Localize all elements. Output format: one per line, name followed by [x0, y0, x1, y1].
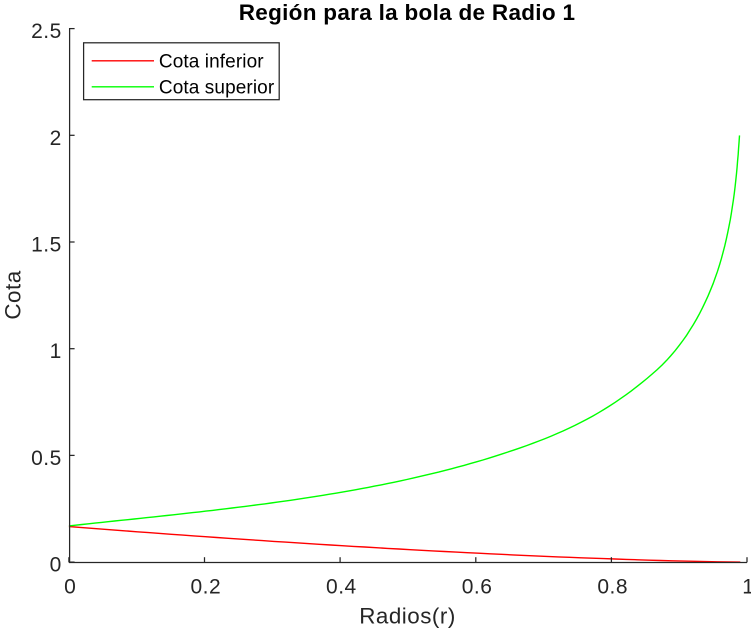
svg-text:Radios(r): Radios(r) [359, 604, 456, 629]
svg-text:Cota: Cota [1, 270, 26, 319]
svg-text:Región para la bola de Radio 1: Región para la bola de Radio 1 [239, 0, 576, 25]
svg-text:1: 1 [742, 576, 751, 599]
svg-text:1: 1 [50, 340, 62, 363]
svg-text:2: 2 [50, 127, 62, 150]
svg-text:0.4: 0.4 [326, 576, 357, 599]
svg-text:0.8: 0.8 [597, 576, 628, 599]
svg-text:0: 0 [50, 554, 62, 577]
svg-text:2.5: 2.5 [31, 20, 62, 43]
svg-text:0: 0 [64, 576, 76, 599]
svg-text:1.5: 1.5 [31, 234, 62, 257]
svg-text:Cota superior: Cota superior [159, 77, 275, 98]
svg-text:Cota inferior: Cota inferior [159, 52, 264, 73]
svg-text:0.6: 0.6 [462, 576, 493, 599]
svg-text:0.2: 0.2 [190, 576, 221, 599]
svg-text:0.5: 0.5 [31, 447, 62, 470]
